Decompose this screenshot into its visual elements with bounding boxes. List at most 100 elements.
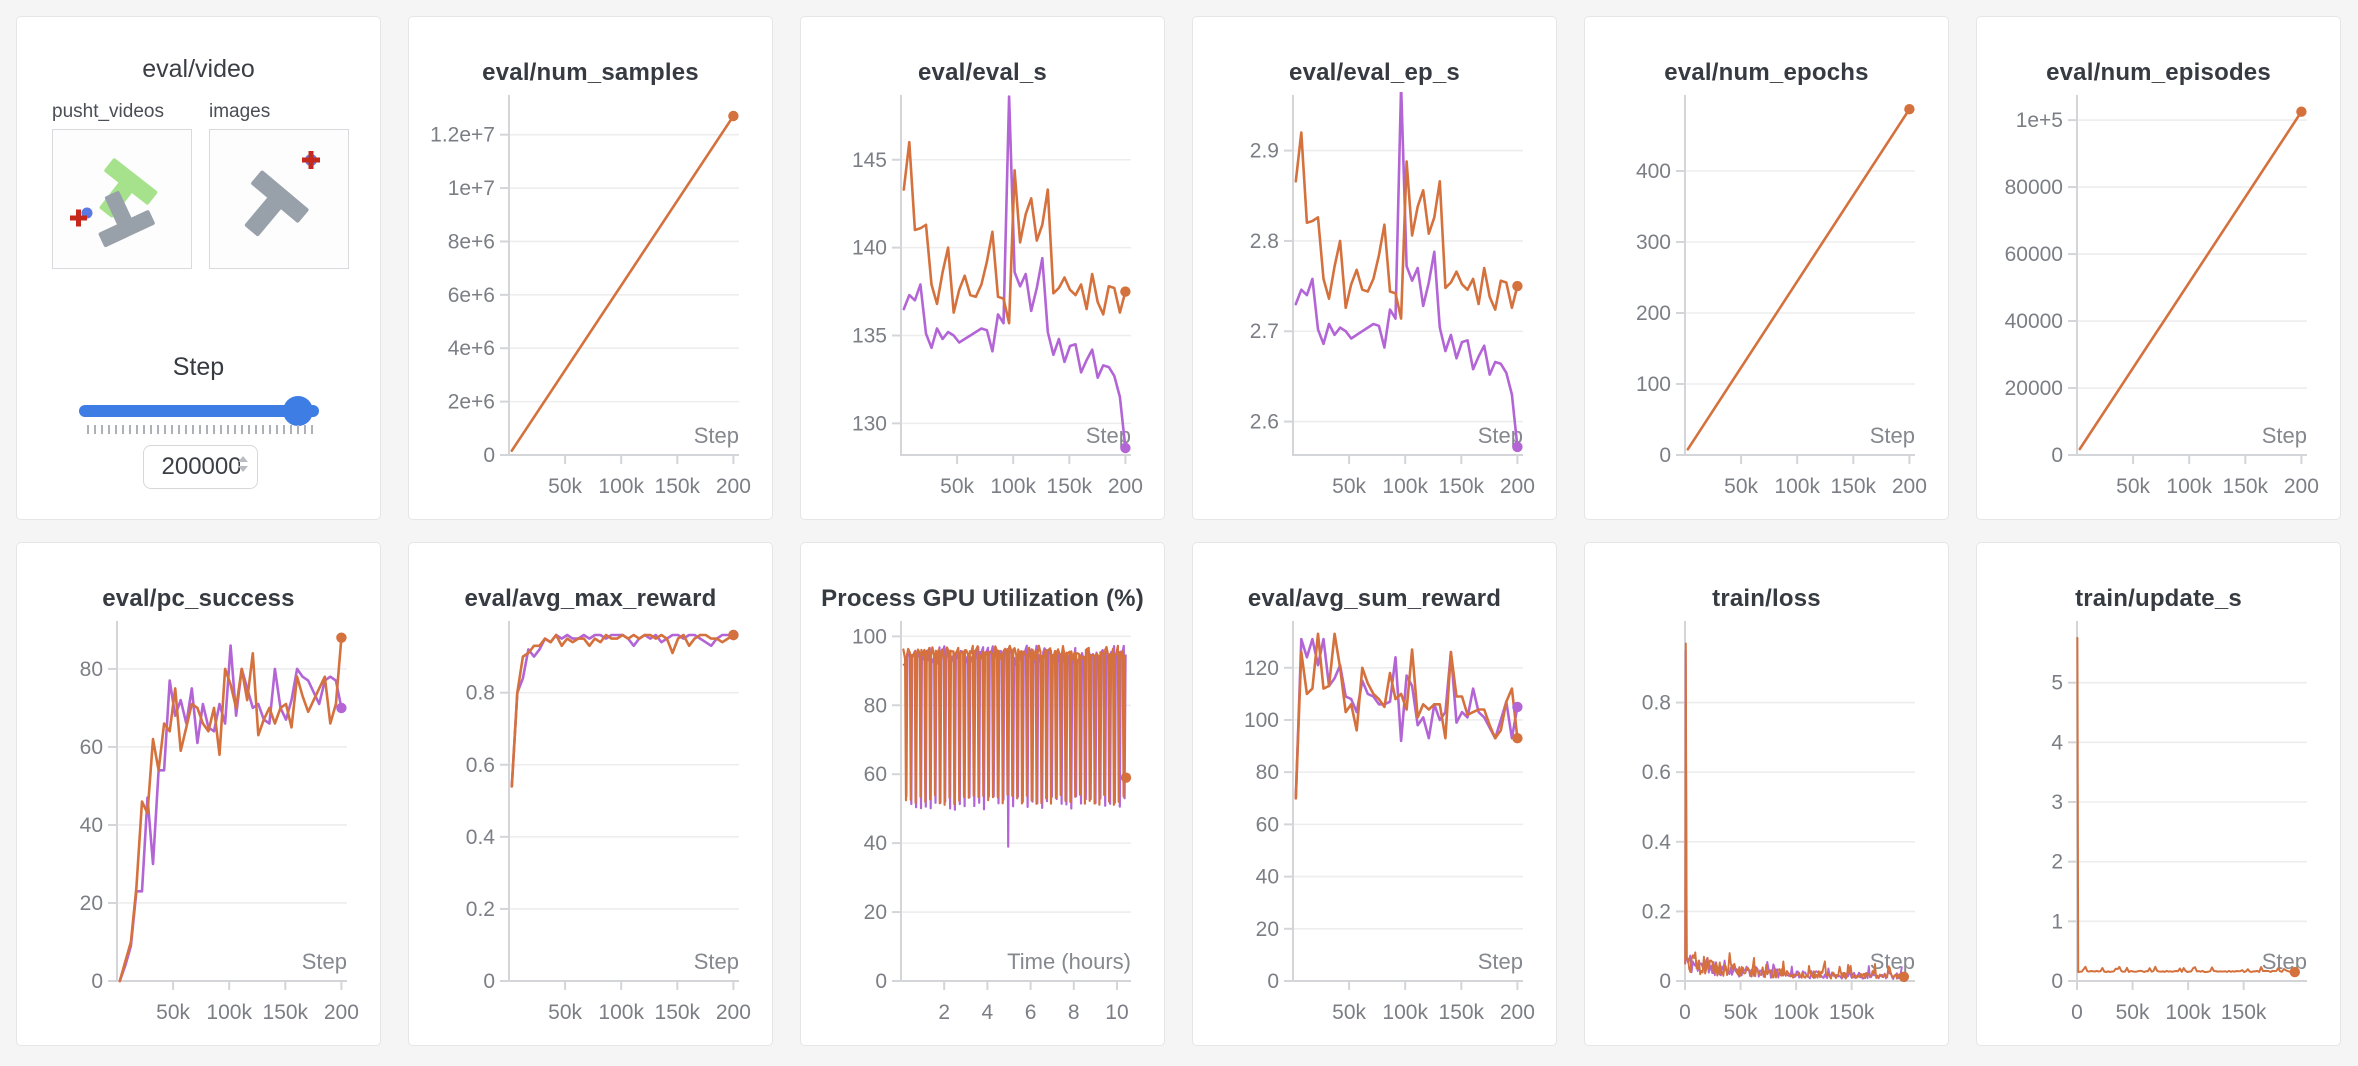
svg-text:150k: 150k	[263, 1001, 309, 1024]
svg-text:50k: 50k	[548, 1001, 582, 1024]
svg-text:0: 0	[483, 970, 495, 993]
svg-text:6e+6: 6e+6	[448, 284, 495, 307]
svg-text:Step: Step	[2262, 423, 2307, 448]
chart-process-gpu-utilization[interactable]: 0 20 40 60 80 100 2 4 6 8 10 Time (hours)	[801, 613, 1165, 1031]
svg-text:2.8: 2.8	[1250, 230, 1279, 253]
svg-text:50k: 50k	[1332, 475, 1366, 498]
chart-eval-num-episodes[interactable]: 0 20000 40000 60000 80000 1e+5 50k 100k 150k 200 S…	[1977, 87, 2341, 505]
panel-eval-avg-max-reward[interactable]: eval/avg_max_reward 0 0.2 0.4 0.6 0.8 50k 100k…	[408, 542, 773, 1046]
chart-title: eval/avg_sum_reward	[1247, 585, 1502, 612]
chart-title: eval/eval_s	[918, 59, 1047, 86]
chart-eval-pc-success[interactable]: 0 20 40 60 80 50k 100k 150k 200 Step	[17, 613, 381, 1031]
svg-text:100: 100	[852, 625, 887, 648]
svg-text:4: 4	[2051, 731, 2063, 754]
goal-cross-icon	[70, 209, 87, 227]
svg-text:Step: Step	[302, 949, 347, 974]
step-slider-thumb[interactable]	[283, 396, 313, 426]
media-label-images: images	[209, 101, 271, 122]
svg-text:1e+7: 1e+7	[448, 177, 495, 200]
chart-eval-num-samples[interactable]: 0 2e+6 4e+6 6e+6 8e+6 1e+7 1.2e+7 50k 100k 150k 20…	[409, 87, 773, 505]
panel-eval-avg-sum-reward[interactable]: eval/avg_sum_reward 0 20 40 60 80 100 120 50k 10…	[1192, 542, 1557, 1046]
svg-text:50k: 50k	[1724, 1001, 1758, 1024]
media-label-pusht-videos: pusht_videos	[52, 101, 164, 122]
svg-text:150k: 150k	[1831, 475, 1877, 498]
svg-text:1e+5: 1e+5	[2016, 109, 2063, 132]
svg-text:0: 0	[2071, 1001, 2083, 1024]
svg-text:0: 0	[875, 970, 887, 993]
panel-eval-pc-success[interactable]: eval/pc_success 0 20 40 60 80 50k 100k 150k 200 S…	[16, 542, 381, 1046]
svg-text:100k: 100k	[1382, 475, 1428, 498]
svg-text:100k: 100k	[598, 475, 644, 498]
step-value-box	[143, 445, 258, 489]
svg-text:40000: 40000	[2005, 310, 2063, 333]
svg-text:Step: Step	[1870, 949, 1915, 974]
svg-text:0.2: 0.2	[466, 898, 495, 921]
chart-eval-avg-sum-reward[interactable]: 0 20 40 60 80 100 120 50k 100k 150k 200 Step	[1193, 613, 1557, 1031]
chart-train-loss[interactable]: 0 0.2 0.4 0.6 0.8 0 50k 100k 150k Step	[1585, 613, 1949, 1031]
svg-text:100k: 100k	[206, 1001, 252, 1024]
panel-eval-video[interactable]: eval/video pusht_videos images	[16, 16, 381, 520]
svg-text:Step: Step	[694, 423, 739, 448]
panel-eval-num-samples[interactable]: eval/num_samples 0 2e+6 4e+6 6e+6 8e+6 1e+7 1.…	[408, 16, 773, 520]
stepper-up-icon[interactable]	[238, 456, 248, 462]
t-object-gray	[244, 170, 309, 237]
svg-text:0: 0	[483, 444, 495, 467]
svg-text:80000: 80000	[2005, 176, 2063, 199]
chart-title: Process GPU Utilization (%)	[821, 585, 1144, 612]
svg-text:100k: 100k	[990, 475, 1036, 498]
svg-text:200: 200	[2284, 475, 2319, 498]
svg-text:145: 145	[852, 149, 887, 172]
panel-process-gpu-utilization[interactable]: Process GPU Utilization (%) 0 20 40 60 80 100…	[800, 542, 1165, 1046]
svg-text:150k: 150k	[655, 475, 701, 498]
panel-train-loss[interactable]: train/loss 0 0.2 0.4 0.6 0.8 0 50k 100k 150k Step	[1584, 542, 1949, 1046]
svg-text:50k: 50k	[2116, 475, 2150, 498]
svg-text:20: 20	[864, 901, 887, 924]
svg-text:2e+6: 2e+6	[448, 391, 495, 414]
svg-text:200: 200	[1500, 475, 1535, 498]
svg-text:150k: 150k	[2221, 1001, 2267, 1024]
svg-text:4e+6: 4e+6	[448, 337, 495, 360]
svg-text:100k: 100k	[598, 1001, 644, 1024]
panel-eval-num-epochs[interactable]: eval/num_epochs 0 100 200 300 400 50k 100k 150k…	[1584, 16, 1949, 520]
svg-text:60: 60	[1256, 813, 1279, 836]
svg-text:200: 200	[716, 475, 751, 498]
panel-eval-eval-s[interactable]: eval/eval_s 130 135 140 145 50k 100k 150k 200 St…	[800, 16, 1165, 520]
svg-text:80: 80	[864, 694, 887, 717]
svg-text:2: 2	[2051, 851, 2063, 874]
chart-eval-avg-max-reward[interactable]: 0 0.2 0.4 0.6 0.8 50k 100k 150k 200 Step	[409, 613, 773, 1031]
panel-eval-num-episodes[interactable]: eval/num_episodes 0 20000 40000 60000 80000 1…	[1976, 16, 2341, 520]
chart-title: eval/num_samples	[482, 59, 699, 86]
svg-text:0: 0	[1679, 1001, 1691, 1024]
panel-eval-eval-ep-s[interactable]: eval/eval_ep_s 2.6 2.7 2.8 2.9 50k 100k 150k 20…	[1192, 16, 1557, 520]
svg-text:0.6: 0.6	[1642, 761, 1671, 784]
svg-text:0.6: 0.6	[466, 754, 495, 777]
svg-text:4: 4	[982, 1001, 994, 1024]
svg-text:100: 100	[1244, 709, 1279, 732]
media-panel-title: eval/video	[142, 55, 255, 83]
images-thumbnail[interactable]	[209, 129, 349, 269]
svg-text:0: 0	[1267, 970, 1279, 993]
svg-text:Step: Step	[1478, 949, 1523, 974]
panel-train-update-s[interactable]: train/update_s 0 1 2 3 4 5 0 50k 100k 150k Step	[1976, 542, 2341, 1046]
svg-text:0.2: 0.2	[1642, 900, 1671, 923]
chart-eval-num-epochs[interactable]: 0 100 200 300 400 50k 100k 150k 200 Step	[1585, 87, 1949, 505]
svg-text:140: 140	[852, 237, 887, 260]
svg-text:50k: 50k	[1332, 1001, 1366, 1024]
pusht-videos-thumbnail[interactable]	[52, 129, 192, 269]
step-value-input[interactable]	[159, 452, 242, 482]
t-object-gray	[98, 191, 155, 248]
svg-text:2.6: 2.6	[1250, 411, 1279, 434]
svg-text:200: 200	[1636, 302, 1671, 325]
stepper-down-icon[interactable]	[238, 466, 248, 472]
svg-text:40: 40	[1256, 866, 1279, 889]
step-slider[interactable]	[79, 396, 319, 426]
svg-text:1: 1	[2051, 910, 2063, 933]
svg-text:2.7: 2.7	[1250, 320, 1279, 343]
svg-text:120: 120	[1244, 657, 1279, 680]
svg-text:5: 5	[2051, 672, 2063, 695]
svg-text:2: 2	[938, 1001, 950, 1024]
